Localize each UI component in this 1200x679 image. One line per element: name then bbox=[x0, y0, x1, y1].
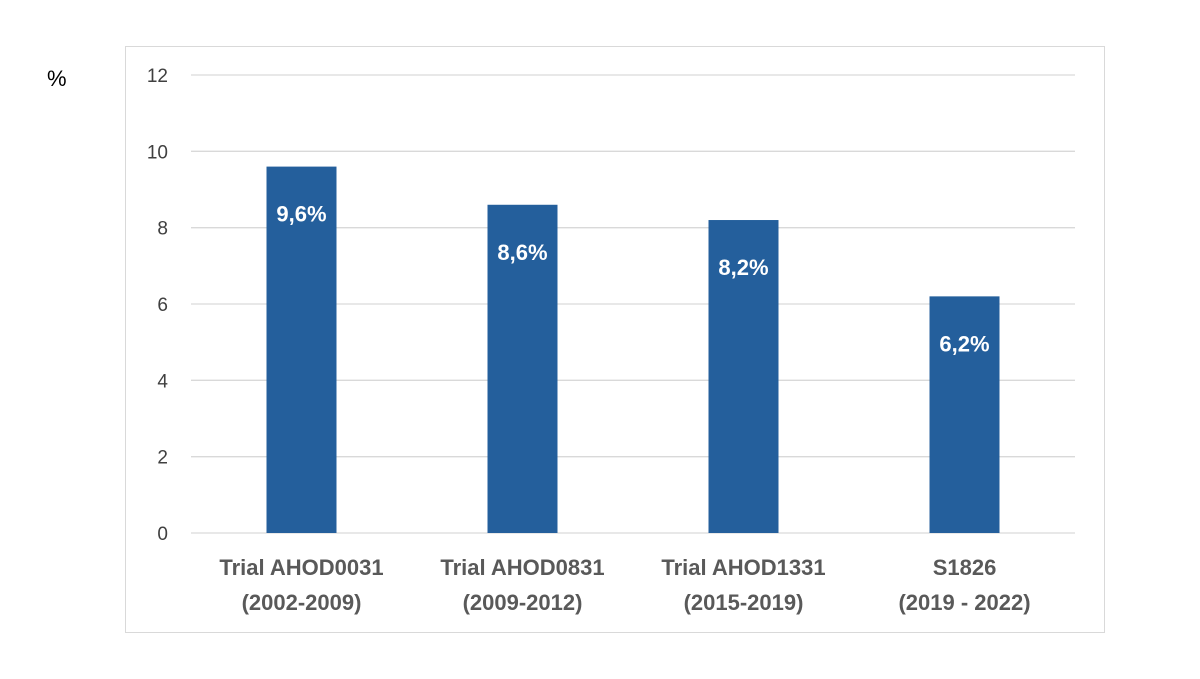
y-tick-label: 8 bbox=[157, 219, 168, 240]
bar-1 bbox=[487, 204, 558, 533]
x-category-label: Trial AHOD0031 bbox=[219, 555, 383, 580]
y-tick-label: 10 bbox=[147, 142, 168, 163]
x-category-label: S1826 bbox=[933, 555, 997, 580]
y-tick-label: 12 bbox=[147, 66, 168, 87]
bar-3 bbox=[929, 296, 1000, 533]
x-category-label: (2019 - 2022) bbox=[898, 590, 1030, 615]
data-label: 9,6% bbox=[276, 202, 326, 227]
y-tick-label: 2 bbox=[157, 448, 168, 469]
y-tick-label: 4 bbox=[157, 371, 168, 392]
y-axis-unit-label: % bbox=[47, 66, 67, 91]
data-label: 6,2% bbox=[939, 331, 989, 356]
x-category-label: (2009-2012) bbox=[463, 590, 583, 615]
y-tick-label: 0 bbox=[157, 524, 168, 545]
data-label: 8,6% bbox=[497, 240, 547, 265]
x-category-label: Trial AHOD1331 bbox=[661, 555, 825, 580]
x-category-label: (2002-2009) bbox=[242, 590, 362, 615]
y-tick-label: 6 bbox=[157, 295, 168, 316]
bar-0 bbox=[266, 166, 337, 533]
bar-2 bbox=[708, 220, 779, 534]
x-category-label: (2015-2019) bbox=[684, 590, 804, 615]
x-category-label: Trial AHOD0831 bbox=[440, 555, 604, 580]
chart-frame bbox=[125, 46, 1105, 633]
data-label: 8,2% bbox=[718, 255, 768, 280]
